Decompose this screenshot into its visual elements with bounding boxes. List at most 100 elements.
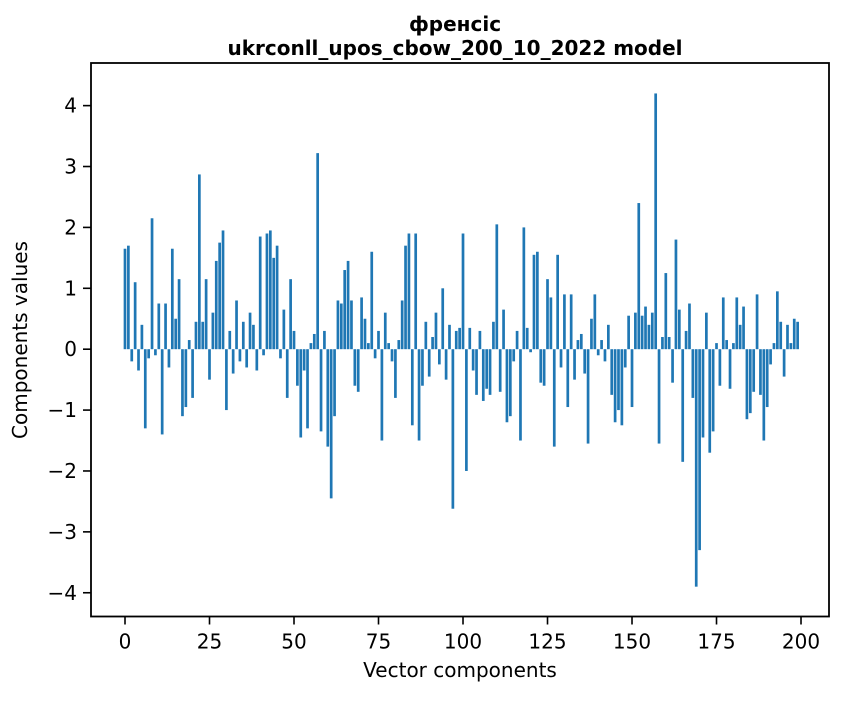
bar xyxy=(184,349,188,408)
bar xyxy=(380,349,384,441)
bar xyxy=(346,260,350,350)
bar xyxy=(556,254,559,350)
bar xyxy=(194,321,198,350)
y-tick-label: −4 xyxy=(48,581,77,605)
bar xyxy=(559,349,563,368)
bar xyxy=(272,257,276,350)
bar xyxy=(508,349,512,417)
bar xyxy=(177,279,181,350)
bar xyxy=(137,349,140,371)
bar xyxy=(525,327,529,350)
bar xyxy=(765,349,769,408)
bar xyxy=(154,349,157,356)
bar xyxy=(498,349,502,392)
chart-title-line1: френсіс xyxy=(409,12,501,36)
bar xyxy=(691,349,695,398)
bar xyxy=(593,294,597,350)
bar xyxy=(292,330,296,350)
bar xyxy=(421,349,424,386)
bar xyxy=(630,349,634,408)
bar xyxy=(569,294,573,350)
bar xyxy=(390,349,394,362)
bar xyxy=(677,309,681,350)
bar xyxy=(434,312,438,350)
y-tick-label: −1 xyxy=(48,398,77,422)
bar xyxy=(458,327,461,350)
bars-group xyxy=(123,93,799,587)
bar xyxy=(448,324,451,350)
plot-border xyxy=(90,62,830,618)
x-tick-label: 100 xyxy=(444,630,482,654)
bar xyxy=(776,291,779,350)
bar xyxy=(495,224,499,350)
bar xyxy=(586,349,590,444)
bar xyxy=(431,337,434,350)
bar xyxy=(160,349,164,435)
bar xyxy=(481,349,485,401)
bar xyxy=(410,349,414,426)
bar xyxy=(583,349,587,374)
y-tick-label: 4 xyxy=(64,94,77,118)
bar xyxy=(657,349,661,444)
bar xyxy=(779,321,783,350)
bar xyxy=(789,343,793,350)
bar xyxy=(454,330,458,350)
bar xyxy=(414,233,418,350)
bar xyxy=(664,273,668,350)
x-tick-label: 0 xyxy=(119,630,132,654)
bar xyxy=(755,294,759,350)
y-tick-label: −3 xyxy=(48,520,77,544)
bar xyxy=(133,282,137,350)
bar xyxy=(701,349,705,438)
bar xyxy=(356,349,360,392)
bar xyxy=(532,254,536,350)
bar xyxy=(201,321,205,350)
bar xyxy=(150,218,154,350)
bar xyxy=(566,349,570,408)
bar xyxy=(262,349,265,356)
bar xyxy=(667,337,671,350)
bar xyxy=(759,349,762,395)
bar xyxy=(394,349,397,398)
bar xyxy=(329,349,333,499)
bar xyxy=(279,349,282,359)
bar xyxy=(708,349,712,453)
bar xyxy=(674,239,678,350)
bar xyxy=(424,321,428,350)
x-tick-label: 25 xyxy=(197,630,222,654)
bar xyxy=(164,303,167,350)
bar xyxy=(654,93,658,350)
bar xyxy=(488,349,492,395)
bar xyxy=(762,349,766,441)
bar xyxy=(438,349,441,365)
y-tick-label: 1 xyxy=(64,276,77,300)
bar xyxy=(339,303,343,350)
bar xyxy=(235,300,238,350)
bar xyxy=(451,349,455,509)
bar xyxy=(640,315,644,350)
bar xyxy=(221,230,225,350)
y-tick-label: 2 xyxy=(64,215,77,239)
bar xyxy=(353,349,357,386)
bar xyxy=(694,349,698,587)
bar xyxy=(718,349,722,386)
x-tick-label: 200 xyxy=(782,630,820,654)
bar xyxy=(792,318,796,350)
bar xyxy=(285,349,289,398)
bar xyxy=(258,236,262,350)
bar xyxy=(647,324,651,350)
bar xyxy=(596,349,600,356)
bar xyxy=(326,349,330,447)
y-tick-label: −2 xyxy=(48,459,77,483)
bar xyxy=(721,297,725,350)
bar xyxy=(191,349,194,398)
bar xyxy=(333,349,336,417)
bar xyxy=(373,349,377,359)
bar xyxy=(174,318,178,350)
x-tick-label: 125 xyxy=(528,630,566,654)
bar xyxy=(231,349,235,374)
bar xyxy=(681,349,685,462)
bar xyxy=(238,349,242,362)
bar xyxy=(563,294,566,350)
bar xyxy=(296,349,299,386)
